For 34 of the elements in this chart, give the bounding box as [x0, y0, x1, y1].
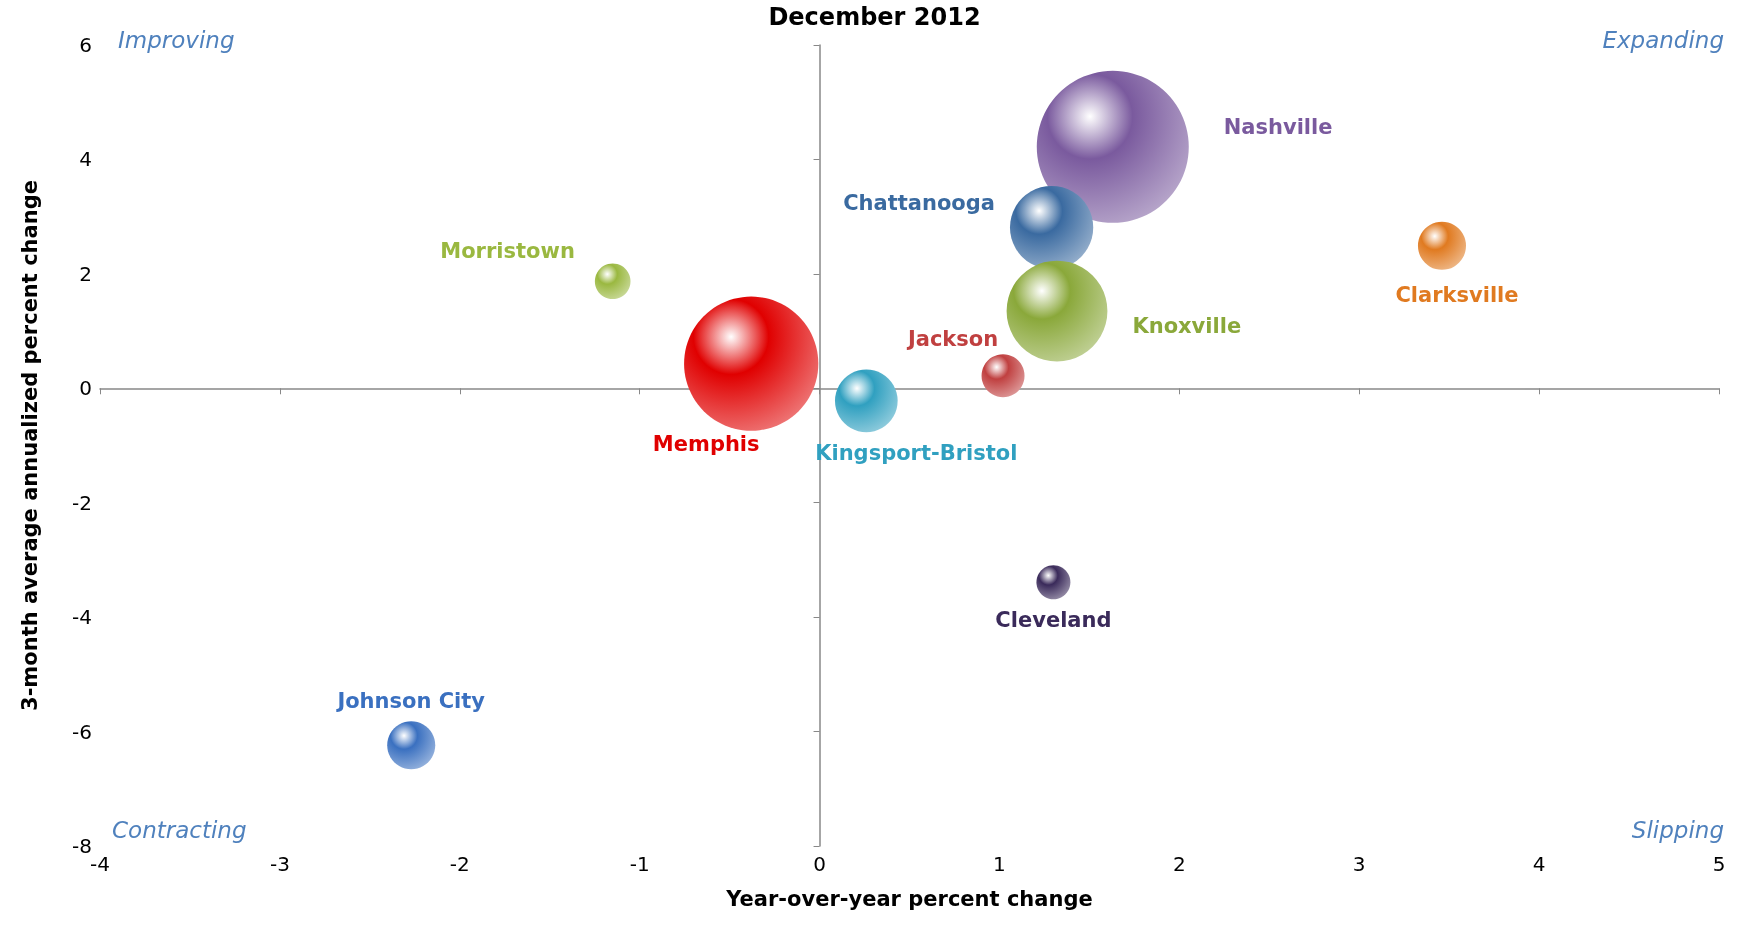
y-tick-label: 2	[79, 261, 92, 286]
x-tick-label: -1	[629, 852, 650, 876]
y-axis-title: 3-month average annualized percent change	[17, 180, 42, 711]
series-label: Jackson	[905, 326, 999, 351]
x-tick-label: 0	[813, 852, 826, 876]
series-label: Chattanooga	[843, 190, 995, 215]
y-tick-label: -2	[72, 490, 92, 515]
x-axis-title: Year-over-year percent change	[725, 886, 1093, 911]
series-label: Johnson City	[335, 688, 486, 713]
x-tick-label: -2	[449, 852, 470, 876]
series-label: Nashville	[1223, 114, 1333, 139]
y-tick-label: -8	[72, 834, 92, 858]
chart-title: December 2012	[768, 3, 981, 31]
series-label: Kingsport-Bristol	[815, 440, 1018, 465]
y-tick-label: -6	[72, 719, 92, 744]
y-tick-label: -4	[72, 605, 92, 630]
annotation: Expanding	[1602, 26, 1725, 53]
annotation: Slipping	[1631, 816, 1725, 843]
x-tick-label: -3	[269, 852, 290, 876]
annotation: Improving	[118, 26, 235, 53]
x-tick-label: 5	[1712, 852, 1726, 876]
x-tick-label: 3	[1352, 852, 1366, 876]
annotation: Contracting	[112, 816, 247, 843]
y-tick-label: 0	[79, 376, 92, 401]
x-tick-label: 1	[993, 852, 1006, 876]
x-tick-label: 2	[1172, 852, 1186, 876]
x-tick-label: 4	[1532, 852, 1546, 876]
series-label: Memphis	[652, 432, 760, 457]
series-label: Knoxville	[1132, 314, 1242, 339]
y-tick-label: 4	[79, 147, 92, 172]
series-label: Cleveland	[995, 607, 1112, 632]
y-tick-label: 6	[79, 33, 92, 57]
series-label: Clarksville	[1395, 283, 1519, 308]
series-label: Morristown	[440, 239, 575, 264]
